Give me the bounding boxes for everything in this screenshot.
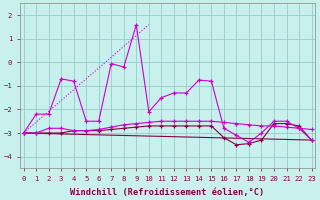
- X-axis label: Windchill (Refroidissement éolien,°C): Windchill (Refroidissement éolien,°C): [70, 188, 265, 197]
